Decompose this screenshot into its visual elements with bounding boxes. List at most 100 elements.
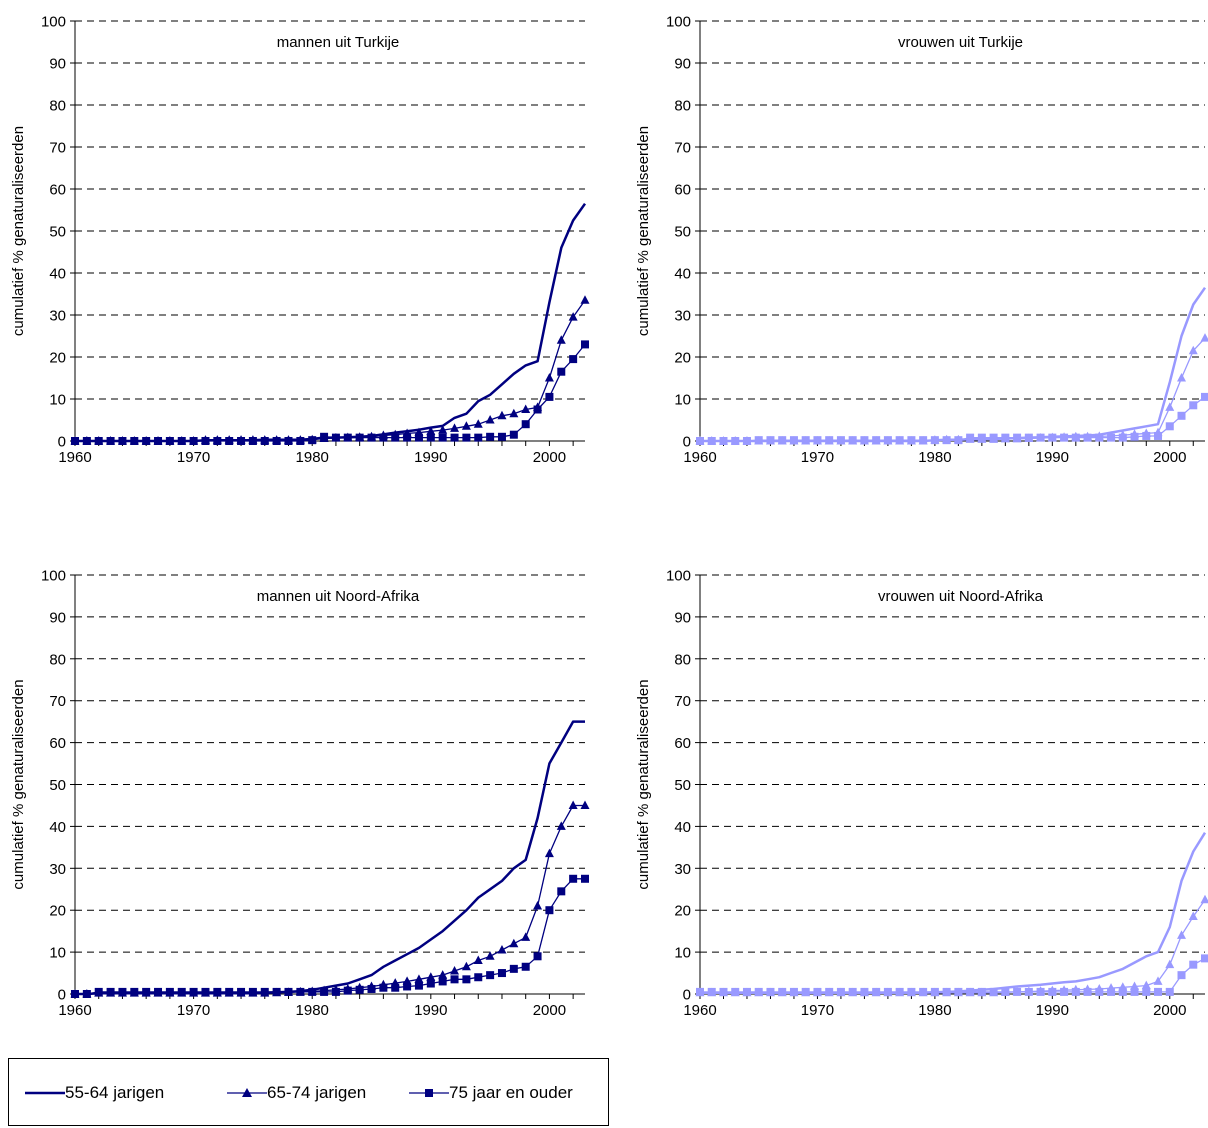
data-point-square [1107, 987, 1116, 996]
chart-title: mannen uit Turkije [277, 34, 400, 51]
legend-label-65-74: 65-74 jarigen [267, 1083, 367, 1102]
data-point-square [719, 987, 728, 996]
data-point-triangle [426, 972, 436, 981]
y-tick-label: 10 [49, 392, 66, 409]
data-point-square [754, 436, 763, 445]
data-point-square [391, 983, 400, 992]
series-line-55-64 [700, 832, 1207, 994]
y-tick-label: 20 [49, 903, 66, 920]
data-point-square [801, 987, 810, 996]
series-line-65-74 [700, 899, 1206, 994]
y-tick-label: 40 [674, 819, 691, 836]
data-point-triangle [509, 938, 519, 948]
legend-line-icon [25, 1091, 65, 1095]
data-point-square [71, 437, 79, 445]
data-point-square [343, 433, 352, 442]
legend-label-55-64: 55-64 jarigen [65, 1083, 165, 1102]
data-point-square [754, 987, 763, 996]
data-point-square [462, 975, 471, 984]
y-tick-label: 30 [674, 861, 691, 878]
data-point-square [557, 887, 566, 896]
x-tick-label: 1970 [177, 1002, 210, 1019]
data-point-square [581, 340, 589, 349]
data-point-square [942, 987, 951, 996]
data-point-square [1060, 433, 1069, 442]
data-point-square [367, 433, 376, 442]
data-point-square [284, 987, 293, 996]
data-point-triangle [556, 335, 566, 344]
data-point-square [977, 987, 986, 996]
y-tick-label: 80 [674, 651, 691, 668]
data-point-square [71, 990, 79, 998]
y-tick-label: 20 [674, 903, 691, 920]
data-point-square [557, 367, 566, 376]
chart-panel-vrouwen-turkije: 0 10 20 30 40 50 60 70 80 90 100 1960 1970 1980 1990 20… [635, 14, 1208, 466]
series-line-75-plus [75, 343, 586, 442]
data-point-square [883, 436, 892, 445]
data-point-square [248, 987, 257, 996]
data-point-square [942, 436, 951, 445]
data-point-square [966, 987, 975, 996]
data-point-square [403, 982, 412, 991]
chart-title: mannen uit Noord-Afrika [257, 588, 420, 605]
data-point-square [930, 987, 939, 996]
data-point-square [1142, 431, 1151, 440]
series-line-55-64 [75, 720, 585, 996]
data-point-square [320, 987, 329, 996]
y-tick-label: 100 [666, 568, 691, 585]
x-tick-label: 1980 [296, 449, 329, 466]
data-point-square [225, 987, 234, 996]
data-point-square [355, 433, 364, 442]
data-point-triangle [1200, 333, 1208, 342]
data-point-square [1071, 987, 1080, 996]
y-tick-label: 30 [49, 861, 66, 878]
data-point-square [731, 987, 740, 996]
chart-panel-mannen-turkije: 0 10 20 30 40 50 60 70 80 90 100 1960 1970 1980 1990 20… [10, 14, 590, 466]
data-point-square [426, 433, 435, 442]
data-point-square [94, 987, 103, 996]
data-point-square [1165, 422, 1174, 431]
data-point-square [142, 987, 151, 996]
data-point-triangle [438, 970, 448, 979]
data-point-square [1118, 987, 1127, 996]
data-point-triangle [497, 410, 507, 420]
data-point-triangle [1188, 345, 1198, 355]
data-point-square [533, 952, 542, 961]
data-point-triangle [1130, 981, 1140, 990]
y-tick-label: 90 [49, 56, 66, 73]
y-tick-label: 60 [49, 182, 66, 199]
data-point-square [331, 987, 340, 996]
data-point-square [272, 437, 281, 445]
data-point-square [521, 962, 530, 971]
data-point-square [919, 436, 928, 445]
y-tick-label: 20 [674, 350, 691, 367]
data-point-square [474, 433, 483, 442]
data-point-square [391, 433, 400, 442]
data-point-square [860, 987, 869, 996]
y-axis-title: cumulatief % genaturaliseerden [10, 679, 27, 889]
data-point-square [533, 405, 542, 414]
data-point-square [966, 433, 975, 442]
y-tick-label: 90 [674, 56, 691, 73]
data-point-square [1177, 411, 1186, 420]
data-point-square [813, 436, 822, 445]
y-tick-label: 100 [666, 14, 691, 31]
data-point-square [707, 987, 716, 996]
y-tick-label: 70 [674, 140, 691, 157]
y-tick-label: 10 [674, 945, 691, 962]
data-point-triangle [485, 415, 495, 424]
data-point-square [308, 987, 317, 996]
data-point-square [1118, 433, 1127, 442]
data-point-square [521, 420, 530, 429]
data-point-square [450, 433, 459, 442]
data-point-square [450, 975, 459, 984]
series-line-65-74 [75, 804, 585, 995]
data-point-square [142, 437, 151, 445]
data-point-square [696, 437, 704, 445]
data-point-square [177, 437, 186, 445]
y-tick-label: 70 [49, 140, 66, 157]
data-point-square [426, 979, 435, 988]
data-point-square [462, 433, 471, 442]
y-tick-label: 90 [674, 609, 691, 626]
data-point-square [367, 984, 376, 993]
